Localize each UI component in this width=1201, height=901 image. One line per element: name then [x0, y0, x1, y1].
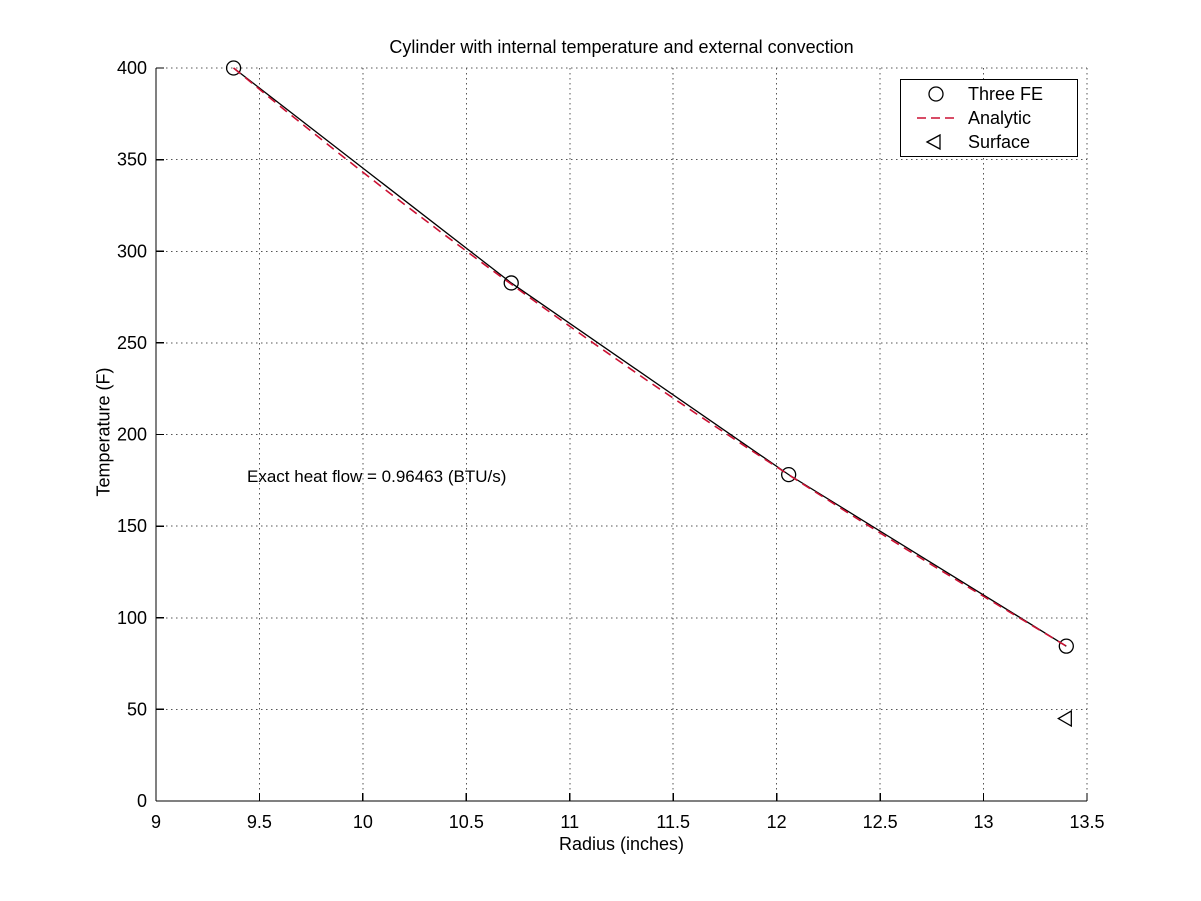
svg-text:150: 150: [117, 516, 147, 536]
svg-text:10.5: 10.5: [449, 812, 484, 832]
svg-text:0: 0: [137, 791, 147, 811]
svg-text:50: 50: [127, 699, 147, 719]
svg-text:200: 200: [117, 425, 147, 445]
svg-text:9: 9: [151, 812, 161, 832]
svg-text:250: 250: [117, 333, 147, 353]
svg-text:350: 350: [117, 150, 147, 170]
svg-text:13.5: 13.5: [1069, 812, 1104, 832]
dashed-line-icon: [917, 117, 957, 119]
legend-label-surface: Surface: [968, 131, 1031, 152]
svg-text:12.5: 12.5: [863, 812, 898, 832]
svg-text:9.5: 9.5: [247, 812, 272, 832]
svg-text:13: 13: [974, 812, 994, 832]
chart-title: Cylinder with internal temperature and e…: [389, 37, 854, 57]
circle-marker-icon: [928, 86, 944, 102]
svg-text:400: 400: [117, 58, 147, 78]
svg-text:11: 11: [560, 812, 579, 832]
legend-label-analytic: Analytic: [968, 107, 1032, 128]
svg-text:10: 10: [353, 812, 373, 832]
legend-item-surface: Surface: [901, 130, 1077, 154]
legend-item-three-fe: Three FE: [901, 82, 1077, 106]
triangle-left-icon: [925, 133, 941, 151]
svg-text:100: 100: [117, 608, 147, 628]
legend-item-analytic: Analytic: [901, 106, 1077, 130]
svg-text:11.5: 11.5: [656, 812, 690, 832]
y-axis-label: Temperature (F): [93, 367, 114, 497]
svg-text:300: 300: [117, 241, 147, 261]
legend-label-three-fe: Three FE: [968, 83, 1044, 104]
x-axis-label: Radius (inches): [558, 834, 685, 854]
svg-text:12: 12: [767, 812, 787, 832]
annotation-text: Exact heat flow = 0.96463 (BTU/s): [247, 466, 507, 486]
legend: Three FE Analytic Surface: [900, 79, 1078, 157]
